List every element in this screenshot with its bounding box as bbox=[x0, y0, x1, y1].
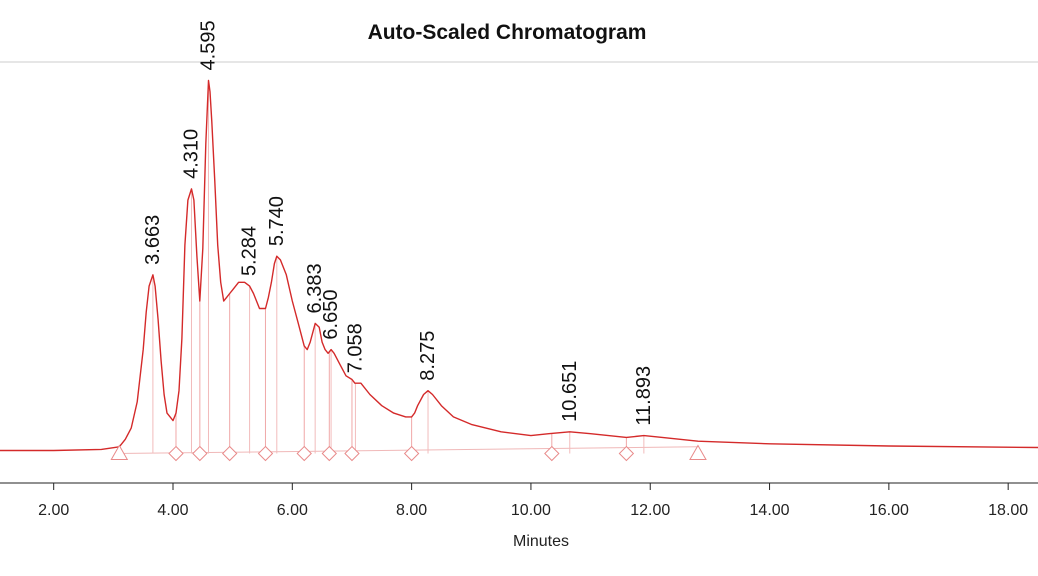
peak-label: 7.058 bbox=[344, 323, 366, 373]
peak-boundary-marker bbox=[257, 445, 274, 462]
baseline-endpoint-marker bbox=[110, 444, 129, 461]
peak-label: 5.284 bbox=[239, 226, 261, 276]
x-tick-label: 6.00 bbox=[277, 502, 308, 519]
x-tick-label: 8.00 bbox=[396, 502, 427, 519]
baseline-endpoint-marker bbox=[689, 444, 707, 461]
peak-label: 6.650 bbox=[320, 290, 342, 340]
peak-boundary-marker bbox=[221, 445, 238, 462]
x-axis-ticks: 2.00 4.00 6.00 8.00 10.00 12.00 14.00 16.00 18.0… bbox=[38, 483, 1028, 519]
x-tick-label: 4.00 bbox=[157, 502, 188, 519]
peak-label: 10.651 bbox=[559, 361, 581, 422]
peak-label: 5.740 bbox=[266, 196, 288, 246]
peak-label: 6.383 bbox=[304, 263, 326, 313]
peak-boundary-marker bbox=[344, 445, 360, 462]
peak-boundary-marker bbox=[403, 445, 420, 462]
peak-label: 11.893 bbox=[633, 366, 655, 426]
x-tick-label: 16.00 bbox=[869, 502, 909, 519]
peak-boundary-marker bbox=[296, 445, 312, 462]
peak-label: 4.310 bbox=[180, 129, 202, 179]
peak-label: 4.595 bbox=[197, 20, 219, 70]
peak-label: 8.275 bbox=[417, 331, 439, 381]
chromatogram-trace bbox=[0, 79, 1038, 452]
x-tick-label: 18.00 bbox=[988, 502, 1028, 519]
peak-label: 3.663 bbox=[142, 215, 164, 265]
peak-boundary-marker bbox=[321, 445, 338, 462]
peak-boundary-marker bbox=[192, 445, 208, 462]
x-tick-label: 10.00 bbox=[511, 502, 551, 519]
chart-title: Auto-Scaled Chromatogram bbox=[368, 21, 647, 44]
peak-boundary-marker bbox=[544, 445, 560, 462]
x-tick-label: 12.00 bbox=[630, 502, 670, 519]
peak-boundary-marker bbox=[168, 445, 184, 462]
x-tick-label: 2.00 bbox=[38, 502, 69, 519]
peak-boundary-marker bbox=[618, 445, 635, 462]
x-tick-label: 14.00 bbox=[750, 502, 790, 519]
x-axis-label: Minutes bbox=[513, 533, 569, 550]
